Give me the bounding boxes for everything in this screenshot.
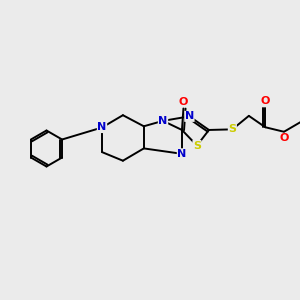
Text: N: N xyxy=(98,122,106,133)
Text: N: N xyxy=(158,116,168,126)
Text: O: O xyxy=(179,97,188,107)
Text: O: O xyxy=(279,134,289,143)
Text: O: O xyxy=(261,96,270,106)
Text: N: N xyxy=(177,149,187,159)
Text: S: S xyxy=(228,124,236,134)
Text: S: S xyxy=(193,141,201,151)
Text: N: N xyxy=(185,111,194,122)
